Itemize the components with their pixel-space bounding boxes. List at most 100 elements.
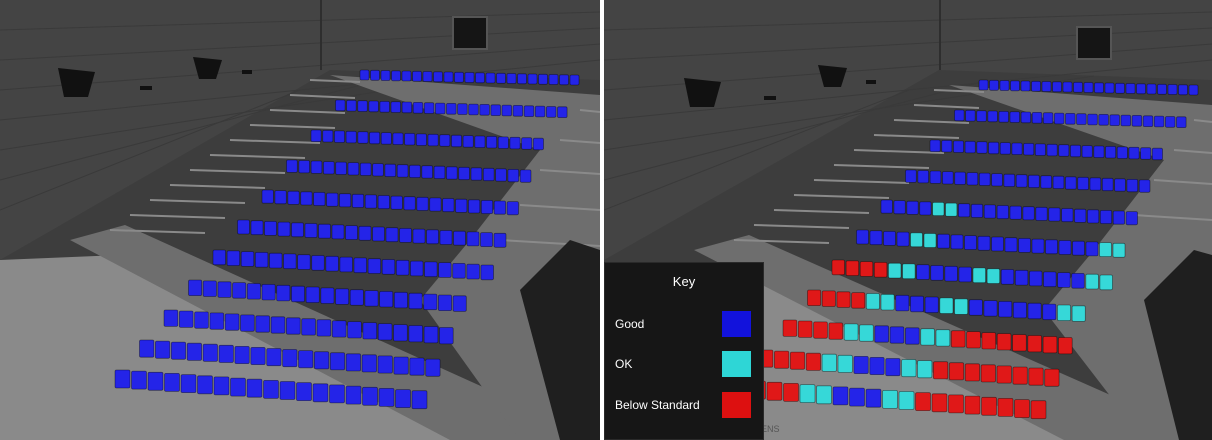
seat — [1115, 82, 1125, 94]
seat — [296, 382, 312, 402]
seat — [493, 200, 507, 215]
seat — [380, 132, 392, 145]
seat — [357, 131, 369, 144]
seat — [274, 190, 287, 205]
seat — [377, 355, 393, 374]
seat — [901, 359, 917, 378]
seat — [941, 139, 953, 153]
seat — [1098, 114, 1109, 126]
seat — [335, 161, 347, 175]
seat — [1101, 177, 1114, 192]
seat — [519, 169, 532, 183]
seat — [427, 133, 439, 147]
seat — [393, 291, 408, 309]
seat — [361, 354, 377, 373]
console-box — [520, 240, 600, 440]
seat — [433, 71, 443, 83]
seat — [450, 134, 462, 148]
seat — [1099, 274, 1113, 291]
seat — [298, 160, 310, 174]
seat — [948, 394, 964, 414]
back-wall — [604, 0, 1212, 260]
seat — [452, 262, 466, 279]
seat — [305, 286, 320, 304]
speaker-left — [58, 68, 95, 97]
seat — [1045, 239, 1058, 255]
seat — [981, 332, 997, 350]
seat — [915, 392, 931, 412]
seat — [497, 136, 509, 149]
seat — [882, 389, 898, 409]
seat — [931, 393, 948, 413]
seat — [987, 110, 998, 123]
color-key-legend: Key Good OK Below Standard — [604, 262, 764, 440]
seat — [454, 71, 464, 83]
seat — [282, 349, 298, 368]
seat — [773, 350, 790, 369]
seat — [548, 74, 559, 85]
seat — [188, 279, 203, 297]
seat — [442, 198, 455, 213]
seat — [909, 295, 924, 313]
seat — [372, 226, 385, 242]
seat — [929, 170, 942, 184]
seat — [972, 267, 987, 284]
seat — [865, 293, 880, 310]
seat — [369, 131, 381, 145]
seat — [380, 70, 391, 81]
seat — [384, 163, 397, 177]
seat — [412, 102, 424, 114]
seat — [923, 233, 937, 248]
seat — [989, 79, 999, 91]
seat — [224, 313, 240, 331]
seat — [506, 73, 517, 84]
seat — [983, 204, 997, 219]
key-label-good: Good — [615, 317, 645, 331]
projector-window — [452, 16, 488, 50]
seat — [849, 387, 865, 407]
seat — [783, 382, 799, 402]
seat — [170, 341, 187, 360]
seat — [345, 353, 362, 372]
seat — [924, 296, 939, 314]
seat — [468, 103, 479, 116]
seat — [345, 130, 357, 144]
seat — [981, 396, 997, 416]
seat — [311, 255, 325, 271]
seat — [186, 342, 202, 361]
seat — [439, 230, 453, 245]
seat — [234, 345, 250, 364]
seat — [401, 101, 413, 114]
seat — [1035, 206, 1048, 221]
seat — [1120, 114, 1132, 127]
seat — [805, 352, 821, 371]
seat — [1057, 337, 1073, 355]
seat — [1128, 146, 1140, 160]
seat — [279, 381, 296, 400]
seat — [370, 69, 380, 81]
seat — [437, 294, 452, 312]
seat — [532, 137, 544, 151]
seat — [326, 192, 339, 207]
seat — [965, 109, 976, 122]
seat — [813, 321, 828, 339]
seat — [411, 390, 428, 410]
seat — [964, 363, 981, 382]
seat — [202, 343, 218, 362]
seat — [964, 395, 981, 415]
console-box — [1144, 250, 1212, 440]
seat — [379, 101, 390, 113]
seat — [443, 71, 454, 83]
seat — [966, 172, 979, 186]
auditorium-scene-left — [0, 0, 600, 440]
seat — [1167, 84, 1178, 95]
seat — [1058, 240, 1072, 255]
seat — [364, 290, 379, 307]
seat — [917, 170, 929, 184]
seat — [980, 364, 996, 383]
seat — [1044, 368, 1060, 387]
seat — [1081, 145, 1093, 158]
seat — [409, 164, 421, 178]
seat — [832, 386, 849, 406]
seat — [1009, 111, 1021, 123]
